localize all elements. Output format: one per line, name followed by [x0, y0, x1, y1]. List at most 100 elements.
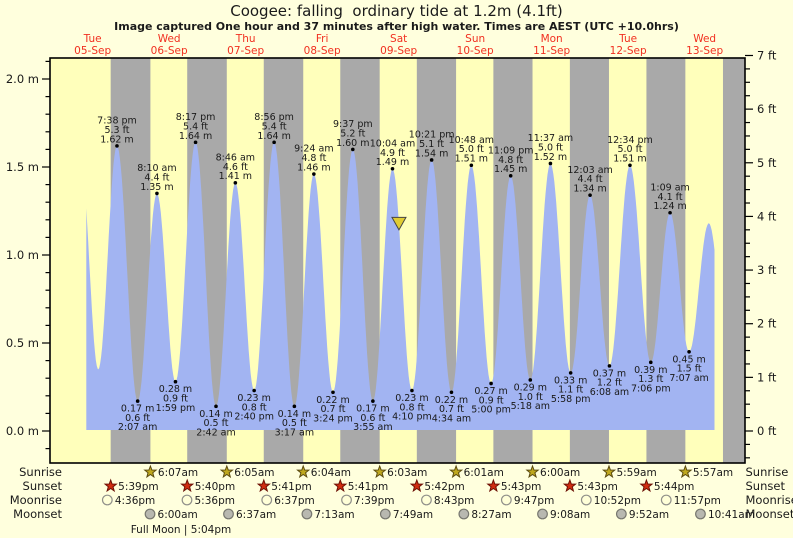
tide-extreme-dot — [371, 399, 375, 403]
y-axis-label-m: 1.5 m — [6, 160, 39, 174]
low-tide-metres: 0.37 m — [593, 368, 626, 379]
high-tide-feet: 4.1 ft — [658, 192, 683, 203]
moonrise-icon — [341, 494, 352, 506]
high-tide-metres: 1.41 m — [219, 171, 252, 182]
tide-extreme-dot — [548, 161, 553, 166]
high-tide-time: 9:37 pm — [333, 119, 373, 130]
plot-frame — [49, 57, 746, 464]
moonset-icon — [301, 508, 313, 520]
tide-extreme-dot — [155, 191, 159, 196]
day-label-weekday: Wed — [158, 33, 181, 45]
low-tide-time: 1:59 pm — [156, 403, 196, 414]
moonrise-icon — [660, 494, 672, 506]
high-tide-time: 10:21 pm — [409, 130, 455, 141]
y-axis-label-ft: 5 ft — [757, 156, 777, 170]
day-label-weekday: Tue — [618, 33, 637, 45]
moonrise-icon — [181, 494, 193, 506]
low-tide-feet: 0.9 ft — [479, 395, 504, 406]
high-tide-metres: 1.24 m — [653, 201, 686, 212]
day-label-date: 13-Sep — [686, 45, 723, 57]
sunrise-icon — [372, 464, 387, 479]
low-tide-feet: 0.6 ft — [125, 413, 150, 424]
moonset-icon — [695, 508, 706, 520]
day-label-date: 07-Sep — [227, 45, 264, 57]
y-axis-label-ft: 1 ft — [757, 370, 777, 384]
sunrise-row-label-right: Sunrise — [746, 465, 789, 479]
high-tide-metres: 1.62 m — [100, 134, 133, 145]
high-tide-feet: 5.0 ft — [617, 144, 642, 155]
high-tide-metres: 1.34 m — [573, 184, 606, 195]
low-tide-metres: 0.17 m — [121, 404, 154, 415]
sunrise-icon — [449, 464, 464, 479]
low-tide-time: 3:55 am — [353, 422, 392, 433]
high-tide-time: 10:04 am — [370, 138, 415, 149]
low-tide-feet: 0.7 ft — [320, 404, 345, 415]
day-label-date: 06-Sep — [151, 45, 188, 57]
day-label-date: 09-Sep — [380, 45, 417, 57]
chart-title: Coogee: falling ordinary tide at 1.2m (4… — [230, 2, 563, 20]
high-tide-feet: 4.6 ft — [223, 162, 248, 173]
sunset-time: 5:40pm — [195, 481, 235, 493]
tide-extreme-dot — [115, 144, 119, 148]
sunrise-icon — [601, 464, 617, 479]
sunset-icon — [103, 478, 118, 493]
high-tide-time: 8:10 am — [137, 163, 176, 174]
moonset-time: 8:27am — [471, 509, 511, 521]
high-tide-metres: 1.54 m — [415, 148, 448, 159]
high-tide-time: 8:56 pm — [254, 112, 294, 123]
moonset-time: 7:49am — [393, 509, 433, 521]
moonset-icon — [537, 508, 548, 520]
current-tide-marker-icon — [391, 216, 407, 231]
low-tide-metres: 0.39 m — [634, 365, 667, 376]
high-tide-time: 11:09 pm — [488, 145, 534, 156]
tide-curve — [86, 142, 715, 430]
low-tide-metres: 0.29 m — [514, 382, 547, 393]
low-tide-time: 2:07 am — [118, 422, 157, 433]
sunrise-icon — [678, 464, 693, 479]
high-tide-metres: 1.64 m — [257, 131, 290, 142]
low-tide-feet: 1.5 ft — [677, 364, 702, 375]
sunset-icon — [562, 478, 577, 493]
moonset-time: 6:37am — [236, 509, 276, 521]
day-label-weekday: Mon — [541, 33, 563, 45]
low-tide-feet: 0.7 ft — [439, 404, 464, 415]
sunrise-time: 5:57am — [693, 467, 733, 479]
high-tide-time: 1:09 am — [650, 182, 689, 193]
high-tide-feet: 5.4 ft — [262, 121, 287, 132]
moonrise-icon — [580, 494, 592, 506]
day-label-date: 12-Sep — [610, 45, 647, 57]
tide-extreme-dot — [331, 390, 335, 395]
high-tide-metres: 1.64 m — [179, 131, 212, 142]
high-tide-feet: 5.1 ft — [419, 139, 444, 150]
y-axis-label-m: 2.0 m — [6, 72, 39, 86]
low-tide-feet: 0.8 ft — [242, 402, 267, 413]
low-tide-feet: 0.5 ft — [203, 418, 228, 429]
tide-extreme-dot — [528, 378, 533, 382]
full-moon-label: Full Moon | 5:04pm — [131, 524, 232, 536]
y-axis-label-m: 0.5 m — [6, 336, 39, 350]
day-label-weekday: Wed — [693, 33, 716, 45]
y-axis-label-m: 0.0 m — [6, 424, 39, 438]
low-tide-time: 5:18 am — [511, 401, 550, 412]
night-band — [722, 58, 745, 463]
sunrise-icon — [525, 464, 540, 479]
low-tide-metres: 0.22 m — [316, 395, 349, 406]
sunset-row-label-right: Sunset — [746, 479, 786, 493]
moonset-icon — [458, 508, 470, 520]
moonrise-time: 5:36pm — [195, 495, 235, 507]
day-label-date: 10-Sep — [457, 45, 494, 57]
tide-extreme-dot — [410, 388, 414, 393]
sunset-row-label-left: Sunset — [23, 479, 63, 493]
low-tide-metres: 0.28 m — [159, 384, 192, 395]
low-tide-metres: 0.23 m — [395, 393, 428, 404]
y-axis-label-ft: 0 ft — [757, 424, 777, 438]
low-tide-time: 5:00 pm — [471, 405, 511, 416]
moonrise-row-label-left: Moonrise — [10, 493, 62, 507]
tide-extreme-dot — [648, 360, 653, 365]
tide-extreme-dot — [135, 399, 140, 403]
sunset-icon — [180, 478, 195, 493]
high-tide-feet: 5.3 ft — [104, 125, 129, 136]
low-tide-feet: 1.1 ft — [558, 385, 583, 396]
tide-extreme-dot — [351, 147, 355, 152]
